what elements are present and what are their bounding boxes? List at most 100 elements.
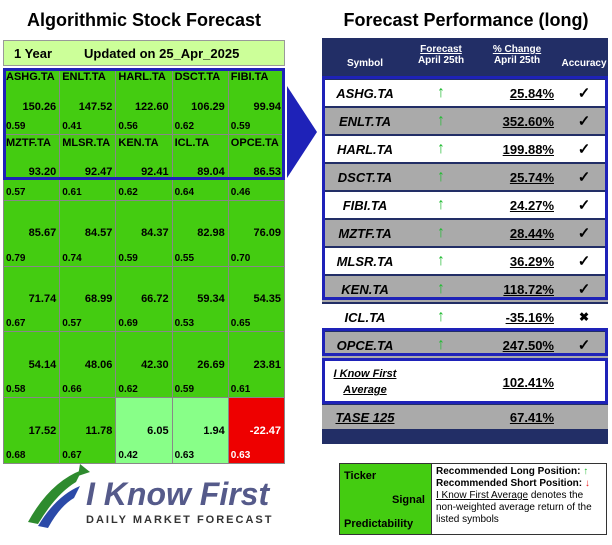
cell-signal: 11.78 bbox=[85, 424, 113, 437]
cell-predictability: 0.68 bbox=[6, 450, 26, 461]
header-change-top: % Change bbox=[492, 44, 542, 55]
legend-description: Recommended Long Position: ↑ Recommended… bbox=[432, 464, 606, 534]
heatmap-cell: 6.05 0.42 bbox=[116, 398, 172, 463]
cell-ticker: ICL.TA bbox=[174, 136, 210, 149]
row-symbol: DSCT.TA bbox=[337, 169, 393, 185]
heatmap-cell: 17.52 0.68 bbox=[4, 398, 60, 463]
forecast-up-arrow-icon: ↑ bbox=[437, 140, 445, 157]
cell-signal: 54.35 bbox=[253, 292, 281, 305]
legend-average-desc: denotes the non-weighted average return … bbox=[436, 490, 592, 525]
cell-signal: 17.52 bbox=[28, 424, 57, 437]
row-symbol: ENLT.TA bbox=[339, 113, 391, 129]
row-symbol: FIBI.TA bbox=[342, 197, 388, 213]
legend: Ticker Signal Predictability Recommended… bbox=[339, 463, 607, 535]
cell-ticker: HARL.TA bbox=[118, 71, 166, 83]
row-change: 199.88% bbox=[502, 141, 554, 157]
header-symbol: Symbol bbox=[346, 58, 384, 69]
cell-predictability: 0.67 bbox=[6, 318, 26, 330]
row-symbol: ASHG.TA bbox=[336, 85, 394, 101]
checkmark-icon: ✓ bbox=[577, 169, 591, 186]
row-symbol: KEN.TA bbox=[341, 281, 389, 297]
cell-predictability: 0.58 bbox=[6, 384, 26, 396]
checkmark-icon: ✓ bbox=[577, 141, 591, 158]
left-panel-title: Algorithmic Stock Forecast bbox=[26, 10, 262, 30]
performance-row: KEN.TA ↑ 118.72% ✓ bbox=[322, 276, 608, 302]
cell-signal: 89.04 bbox=[197, 166, 225, 179]
cell-signal: 1.94 bbox=[203, 424, 225, 437]
cell-predictability: 0.41 bbox=[62, 120, 82, 132]
cell-predictability: 0.59 bbox=[6, 120, 26, 132]
heatmap-cell: 54.14 0.58 bbox=[4, 332, 60, 398]
legend-long-arrow-icon: ↑ bbox=[583, 466, 589, 477]
cell-predictability: 0.62 bbox=[118, 384, 138, 396]
cell-signal: 48.06 bbox=[84, 358, 113, 371]
cell-predictability: 0.69 bbox=[118, 318, 138, 330]
cell-ticker: MZTF.TA bbox=[6, 136, 52, 149]
legend-predictability: Predictability bbox=[344, 518, 414, 530]
row-change: 118.72% bbox=[503, 281, 554, 297]
cell-predictability: 0.59 bbox=[230, 120, 251, 132]
performance-row: ASHG.TA ↑ 25.84% ✓ bbox=[322, 80, 608, 106]
checkmark-icon: ✓ bbox=[577, 85, 591, 102]
cell-signal: -22.47 bbox=[249, 424, 281, 437]
checkmark-icon: ✓ bbox=[577, 281, 591, 298]
heatmap-cell: ICL.TA 89.04 0.64 bbox=[172, 134, 228, 200]
checkmark-icon: ✓ bbox=[577, 113, 591, 130]
cell-signal: 59.34 bbox=[197, 292, 225, 305]
heatmap-cell: 48.06 0.66 bbox=[60, 332, 116, 398]
header-accuracy: Accuracy bbox=[561, 58, 607, 69]
row-symbol: MLSR.TA bbox=[336, 253, 394, 269]
checkmark-icon: ✓ bbox=[577, 337, 591, 354]
forecast-period: 1 Year bbox=[14, 45, 53, 61]
cell-signal: 85.67 bbox=[28, 227, 57, 240]
row-symbol: OPCE.TA bbox=[336, 337, 394, 353]
heatmap-cell: OPCE.TA 86.53 0.46 bbox=[228, 134, 284, 200]
cell-predictability: 0.62 bbox=[174, 120, 195, 132]
cell-predictability: 0.70 bbox=[230, 252, 251, 264]
performance-row: HARL.TA ↑ 199.88% ✓ bbox=[322, 136, 608, 162]
cell-signal: 6.05 bbox=[147, 424, 169, 437]
performance-row: FIBI.TA ↑ 24.27% ✓ bbox=[322, 192, 608, 218]
cell-predictability: 0.63 bbox=[174, 450, 195, 461]
cell-signal: 42.30 bbox=[141, 358, 169, 371]
heatmap-cell: MLSR.TA 92.47 0.61 bbox=[60, 134, 116, 200]
pointer-arrow-icon bbox=[287, 86, 317, 178]
forecast-up-arrow-icon: ↑ bbox=[437, 196, 445, 213]
header-forecast: Forecast April 25th bbox=[408, 44, 474, 66]
row-change: 25.74% bbox=[509, 169, 554, 185]
row-change: 36.29% bbox=[509, 253, 554, 269]
logo-name: I Know First bbox=[86, 476, 270, 512]
row-symbol: MZTF.TA bbox=[338, 225, 392, 241]
cell-signal: 71.74 bbox=[28, 292, 57, 305]
logo-tagline: DAILY MARKET FORECAST bbox=[86, 514, 274, 526]
cell-ticker: ENLT.TA bbox=[62, 71, 106, 83]
cell-predictability: 0.61 bbox=[230, 384, 251, 396]
average-label: I Know First Average bbox=[322, 366, 408, 398]
cell-signal: 84.57 bbox=[84, 227, 113, 240]
cell-predictability: 0.57 bbox=[62, 318, 82, 330]
cell-predictability: 0.79 bbox=[6, 252, 26, 264]
heatmap-cell: ASHG.TA 150.26 0.59 bbox=[4, 69, 60, 134]
cell-predictability: 0.65 bbox=[230, 318, 251, 330]
checkmark-icon: ✓ bbox=[577, 197, 591, 214]
heatmap-cell: -22.47 0.63 bbox=[228, 398, 284, 463]
cell-ticker: OPCE.TA bbox=[230, 136, 279, 149]
cross-icon: ✖ bbox=[578, 310, 590, 324]
performance-row: ICL.TA ↑ -35.16% ✖ bbox=[322, 304, 608, 330]
tase-change: 67.41% bbox=[509, 409, 554, 425]
average-change: 102.41% bbox=[502, 374, 554, 390]
cell-signal: 82.98 bbox=[197, 227, 225, 240]
header-forecast-top: Forecast bbox=[420, 44, 462, 55]
cell-predictability: 0.59 bbox=[174, 384, 195, 396]
performance-row: OPCE.TA ↑ 247.50% ✓ bbox=[322, 332, 608, 358]
updated-date: Updated on 25_Apr_2025 bbox=[84, 45, 240, 61]
cell-predictability: 0.53 bbox=[174, 318, 195, 330]
performance-table-header: Symbol Forecast April 25th % Change Apri… bbox=[322, 38, 608, 76]
legend-cell-example: Ticker Signal Predictability bbox=[340, 464, 432, 534]
cell-predictability: 0.42 bbox=[118, 450, 138, 461]
iknowfirst-logo-icon bbox=[28, 464, 90, 528]
row-change: 247.50% bbox=[502, 337, 554, 353]
forecast-up-arrow-icon: ↑ bbox=[437, 308, 445, 325]
header-change: % Change April 25th bbox=[474, 44, 560, 66]
cell-ticker: DSCT.TA bbox=[174, 71, 221, 83]
